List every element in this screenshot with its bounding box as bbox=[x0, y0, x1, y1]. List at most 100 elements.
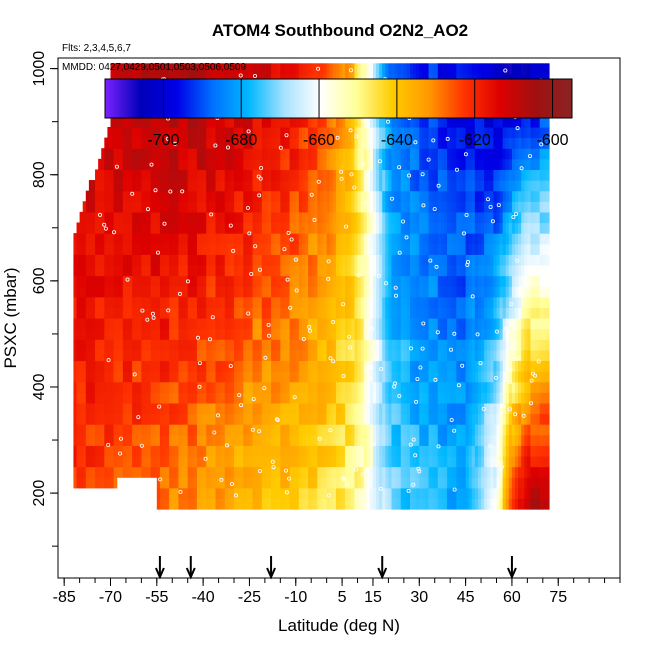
heatmap-cell bbox=[369, 180, 374, 192]
heatmap-cell bbox=[289, 498, 294, 510]
heatmap-cell bbox=[406, 275, 411, 287]
heatmap-cell bbox=[305, 233, 309, 245]
heatmap-cell bbox=[91, 413, 96, 425]
heatmap-cell bbox=[129, 349, 133, 362]
heatmap-cell bbox=[406, 445, 411, 457]
heatmap-cell bbox=[308, 328, 312, 340]
heatmap-cell bbox=[122, 116, 127, 128]
heatmap-cell bbox=[129, 137, 133, 149]
heatmap-cell bbox=[391, 126, 396, 139]
heatmap-cell bbox=[159, 455, 164, 468]
heatmap-cell bbox=[447, 402, 451, 415]
heatmap-cell bbox=[224, 222, 229, 234]
heatmap-cell bbox=[141, 264, 146, 277]
heatmap-cell bbox=[453, 286, 457, 298]
heatmap-cell bbox=[138, 402, 142, 415]
heatmap-cell bbox=[203, 466, 207, 478]
heatmap-cell bbox=[329, 63, 334, 75]
heatmap-cell bbox=[280, 455, 285, 468]
heatmap-cell bbox=[345, 254, 349, 266]
heatmap-cell bbox=[237, 392, 241, 404]
heatmap-cell bbox=[382, 222, 386, 234]
heatmap-cell bbox=[314, 339, 318, 351]
heatmap-cell bbox=[110, 392, 115, 404]
heatmap-cell bbox=[447, 328, 451, 340]
heatmap-cell bbox=[172, 275, 176, 287]
heatmap-cell bbox=[323, 455, 328, 468]
heatmap-cell bbox=[354, 318, 359, 330]
heatmap-cell bbox=[212, 211, 217, 224]
heatmap-cell bbox=[443, 180, 448, 192]
heatmap-cell bbox=[122, 254, 127, 266]
heatmap-cell bbox=[450, 487, 454, 500]
heatmap-cell bbox=[181, 498, 186, 510]
heatmap-cell bbox=[348, 328, 352, 340]
heatmap-cell bbox=[280, 349, 285, 362]
heatmap-cell bbox=[122, 63, 127, 75]
heatmap-cell bbox=[317, 254, 322, 266]
heatmap-cell bbox=[369, 339, 374, 351]
heatmap-cell bbox=[447, 371, 451, 383]
heatmap-cell bbox=[332, 318, 337, 330]
heatmap-cell bbox=[308, 339, 312, 351]
heatmap-cell bbox=[317, 190, 322, 202]
heatmap-cell bbox=[286, 445, 291, 457]
heatmap-cell bbox=[428, 169, 433, 181]
heatmap-cell bbox=[116, 116, 121, 128]
heatmap-cell bbox=[159, 137, 164, 149]
heatmap-cell bbox=[104, 360, 109, 372]
heatmap-cell bbox=[91, 275, 96, 287]
heatmap-cell bbox=[292, 487, 297, 500]
heatmap-cell bbox=[119, 158, 124, 171]
heatmap-cell bbox=[277, 201, 281, 213]
heatmap-cell bbox=[425, 445, 430, 457]
heatmap-cell bbox=[73, 349, 78, 362]
heatmap-cell bbox=[413, 126, 417, 139]
heatmap-cell bbox=[428, 201, 433, 213]
heatmap-cell bbox=[227, 211, 232, 224]
heatmap-cell bbox=[332, 424, 337, 436]
heatmap-cell bbox=[283, 126, 288, 139]
heatmap-cell bbox=[156, 190, 161, 202]
heatmap-cell bbox=[110, 286, 115, 298]
heatmap-cell bbox=[425, 413, 430, 425]
heatmap-cell bbox=[258, 63, 263, 75]
heatmap-cell bbox=[410, 318, 414, 330]
heatmap-cell bbox=[206, 477, 210, 489]
heatmap-cell bbox=[101, 381, 105, 393]
heatmap-cell bbox=[82, 466, 87, 478]
heatmap-cell bbox=[79, 328, 84, 340]
heatmap-cell bbox=[113, 392, 118, 404]
heatmap-cell bbox=[305, 264, 309, 277]
heatmap-cell bbox=[129, 169, 133, 181]
heatmap-cell bbox=[255, 126, 260, 139]
heatmap-cell bbox=[218, 434, 223, 446]
heatmap-cell bbox=[187, 487, 192, 500]
heatmap-cell bbox=[79, 254, 84, 266]
heatmap-cell bbox=[271, 158, 275, 171]
heatmap-cell bbox=[243, 264, 247, 277]
heatmap-cell bbox=[85, 201, 90, 213]
heatmap-cell bbox=[221, 455, 226, 468]
heatmap-cell bbox=[314, 180, 318, 192]
heatmap-cell bbox=[311, 424, 315, 436]
heatmap-cell bbox=[453, 434, 457, 446]
heatmap-cell bbox=[193, 264, 198, 277]
heatmap-cell bbox=[264, 498, 269, 510]
heatmap-cell bbox=[308, 169, 312, 181]
heatmap-cell bbox=[376, 360, 380, 372]
heatmap-cell bbox=[360, 455, 365, 468]
heatmap-cell bbox=[104, 211, 109, 224]
heatmap-cell bbox=[295, 328, 300, 340]
heatmap-cell bbox=[391, 402, 396, 415]
heatmap-cell bbox=[169, 169, 173, 181]
heatmap-cell bbox=[388, 137, 393, 149]
heatmap-cell bbox=[348, 137, 352, 149]
heatmap-cell bbox=[218, 158, 223, 171]
heatmap-cell bbox=[289, 169, 294, 181]
heatmap-cell bbox=[289, 360, 294, 372]
heatmap-cell bbox=[125, 381, 130, 393]
heatmap-cell bbox=[274, 254, 278, 266]
heatmap-cell bbox=[443, 360, 448, 372]
heatmap-cell bbox=[162, 63, 167, 75]
